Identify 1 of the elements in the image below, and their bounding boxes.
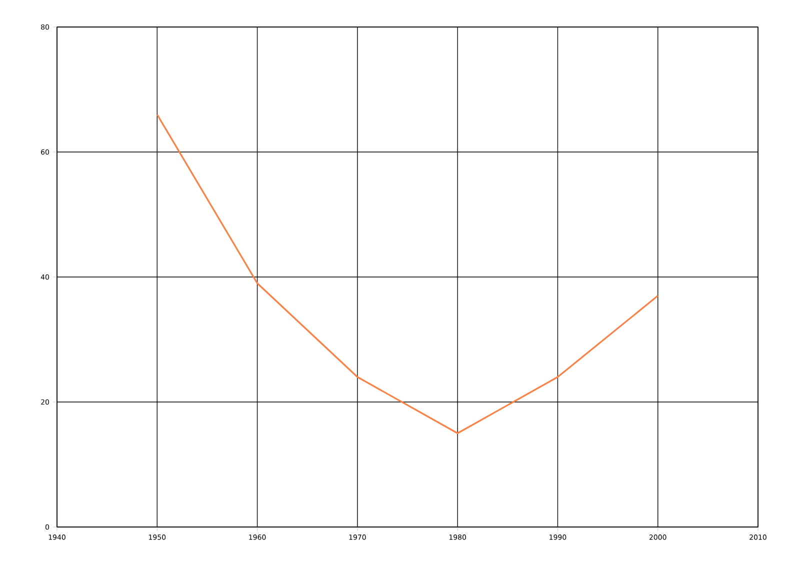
line-series [156, 114, 659, 434]
